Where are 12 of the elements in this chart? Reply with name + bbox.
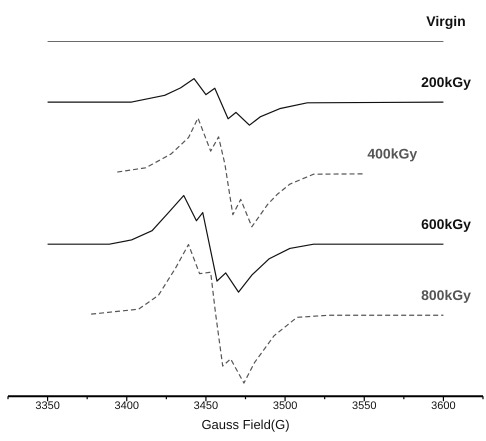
series-label: Virgin [426,12,466,29]
x-axis-title: Gauss Field(G) [201,416,290,432]
series-label: 600kGy [421,216,472,232]
x-tick-label: 3500 [272,400,298,412]
series-label: 200kGy [421,74,472,90]
x-tick-label: 3400 [114,400,139,412]
x-tick-label: 3600 [431,400,456,412]
series-label: 400kGy [367,146,418,162]
x-tick-label: 3550 [352,400,376,412]
x-tick-label: 3450 [194,400,218,412]
series-label: 800kGy [421,287,472,304]
x-tick-label: 3350 [35,400,60,412]
